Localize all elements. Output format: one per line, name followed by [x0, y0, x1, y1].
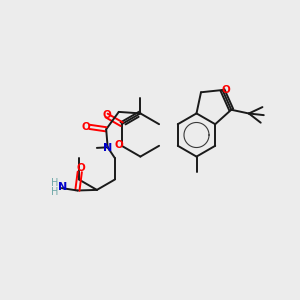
Text: O: O	[222, 85, 230, 95]
Text: O: O	[76, 163, 85, 173]
Text: N: N	[103, 142, 112, 153]
Text: O: O	[115, 140, 124, 150]
Text: H: H	[51, 187, 58, 197]
Text: H: H	[51, 178, 58, 188]
Text: O: O	[82, 122, 91, 132]
Text: O: O	[102, 110, 111, 121]
Text: N: N	[58, 182, 67, 193]
